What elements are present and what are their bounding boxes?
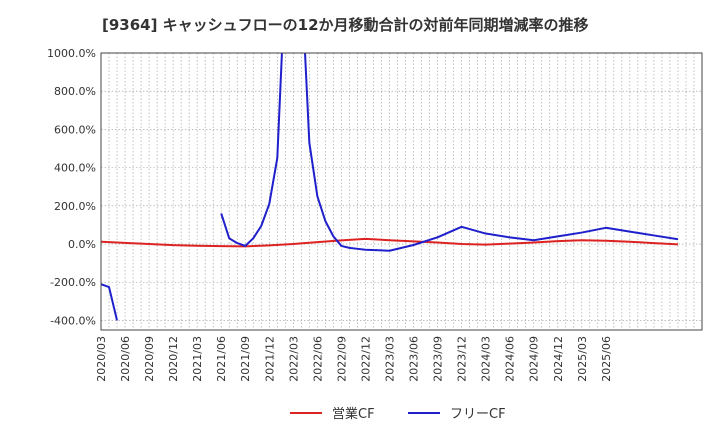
x-tick-label: 2022/12 bbox=[359, 336, 372, 382]
x-tick-label: 2021/06 bbox=[215, 336, 228, 382]
y-tick-label: -400.0% bbox=[50, 314, 96, 327]
x-tick-label: 2020/09 bbox=[143, 336, 156, 382]
series-line-operating-cf bbox=[101, 237, 679, 248]
x-tick-label: 2023/06 bbox=[408, 336, 421, 382]
x-tick-label: 2023/09 bbox=[432, 336, 445, 382]
x-tick-label: 2021/03 bbox=[191, 336, 204, 382]
y-tick-label: 800.0% bbox=[54, 85, 96, 98]
x-tick-label: 2020/03 bbox=[95, 336, 108, 382]
y-tick-label: 1000.0% bbox=[47, 47, 96, 60]
x-tick-label: 2022/06 bbox=[311, 336, 324, 382]
x-tick-label: 2024/03 bbox=[480, 336, 493, 382]
x-tick-label: 2023/12 bbox=[456, 336, 469, 382]
plot-frame bbox=[100, 52, 703, 331]
x-tick-label: 2021/12 bbox=[263, 336, 276, 382]
chart-title: [9364] キャッシュフローの12か月移動合計の対前年同期増減率の推移 bbox=[102, 16, 589, 34]
series-line-free-cf bbox=[101, 53, 679, 321]
legend-label: 営業CF bbox=[332, 406, 375, 422]
y-tick-label: 0.0% bbox=[68, 238, 96, 251]
x-tick-label: 2020/12 bbox=[167, 336, 180, 382]
x-tick-label: 2022/03 bbox=[287, 336, 300, 382]
x-tick-label: 2020/06 bbox=[119, 336, 132, 382]
y-axis-ticks: 1000.0% 800.0% 600.0% 400.0% 200.0% 0.0% -200.… bbox=[47, 47, 96, 327]
x-axis-ticks: 2020/03 2020/06 2020/09 2020/12 2021/03 2021/… bbox=[95, 336, 613, 382]
y-tick-label: -200.0% bbox=[50, 276, 96, 289]
legend: 営業CF フリーCF bbox=[290, 406, 506, 422]
x-tick-label: 2025/03 bbox=[576, 336, 589, 382]
y-tick-label: 600.0% bbox=[54, 123, 96, 136]
x-tick-label: 2025/06 bbox=[600, 336, 613, 382]
x-tick-label: 2021/09 bbox=[239, 336, 252, 382]
grid-layer bbox=[101, 52, 702, 330]
y-tick-label: 200.0% bbox=[54, 200, 96, 213]
series-layer bbox=[101, 53, 679, 321]
x-tick-label: 2024/09 bbox=[528, 336, 541, 382]
legend-label: フリーCF bbox=[450, 407, 506, 422]
y-tick-label: 400.0% bbox=[54, 162, 96, 175]
x-tick-label: 2023/03 bbox=[383, 336, 396, 382]
x-tick-label: 2024/06 bbox=[504, 336, 517, 382]
x-tick-label: 2024/12 bbox=[552, 336, 565, 382]
x-tick-label: 2022/09 bbox=[335, 336, 348, 382]
